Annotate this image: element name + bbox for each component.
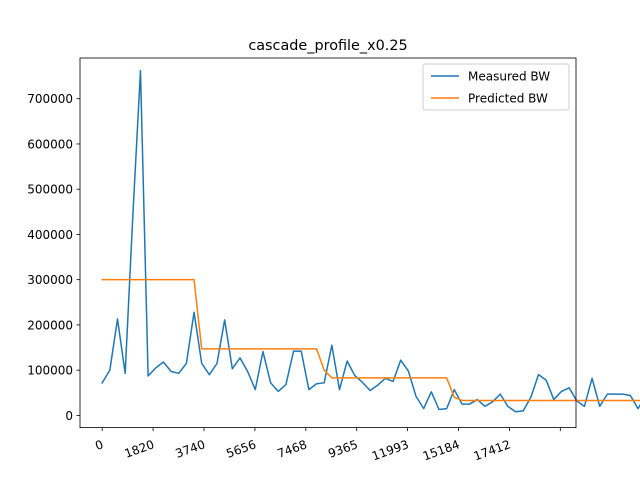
- y-axis: 0 100000 200000 300000 400000 500000 600000 700…: [27, 92, 80, 423]
- y-tick-label: 100000: [27, 364, 73, 378]
- x-tick-label: 1820: [123, 437, 156, 461]
- x-tick-label: 17412: [472, 437, 513, 463]
- y-tick-label: 600000: [27, 137, 73, 151]
- x-tick-label: 11993: [370, 437, 411, 463]
- chart-title: cascade_profile_x0.25: [248, 38, 407, 54]
- y-tick-label: 700000: [27, 92, 73, 106]
- y-tick-label: 500000: [27, 183, 73, 197]
- axes-frame: [79, 57, 577, 429]
- legend-box: [422, 63, 570, 111]
- x-tick-label: 9365: [326, 437, 359, 461]
- x-tick-label: 3740: [174, 437, 207, 461]
- x-axis: 0 1820 3740 5656 7468 9365 11993 15184 17412: [93, 427, 561, 463]
- x-tick-label: 5656: [224, 437, 257, 461]
- x-tick-label: 15184: [421, 437, 462, 463]
- predicted-bw-line: [101, 278, 640, 402]
- y-tick-label: 0: [65, 409, 73, 423]
- legend: Measured BW Predicted BW: [422, 63, 570, 111]
- x-tick-label: 0: [93, 437, 105, 453]
- y-tick-label: 200000: [27, 318, 73, 332]
- x-tick-label: 7468: [275, 437, 308, 461]
- measured-bw-line: [101, 69, 640, 413]
- y-tick-label: 400000: [27, 228, 73, 242]
- legend-label: Measured BW: [468, 70, 550, 84]
- y-tick-label: 300000: [27, 273, 73, 287]
- plot-lines: [101, 69, 640, 413]
- legend-label: Predicted BW: [468, 92, 548, 106]
